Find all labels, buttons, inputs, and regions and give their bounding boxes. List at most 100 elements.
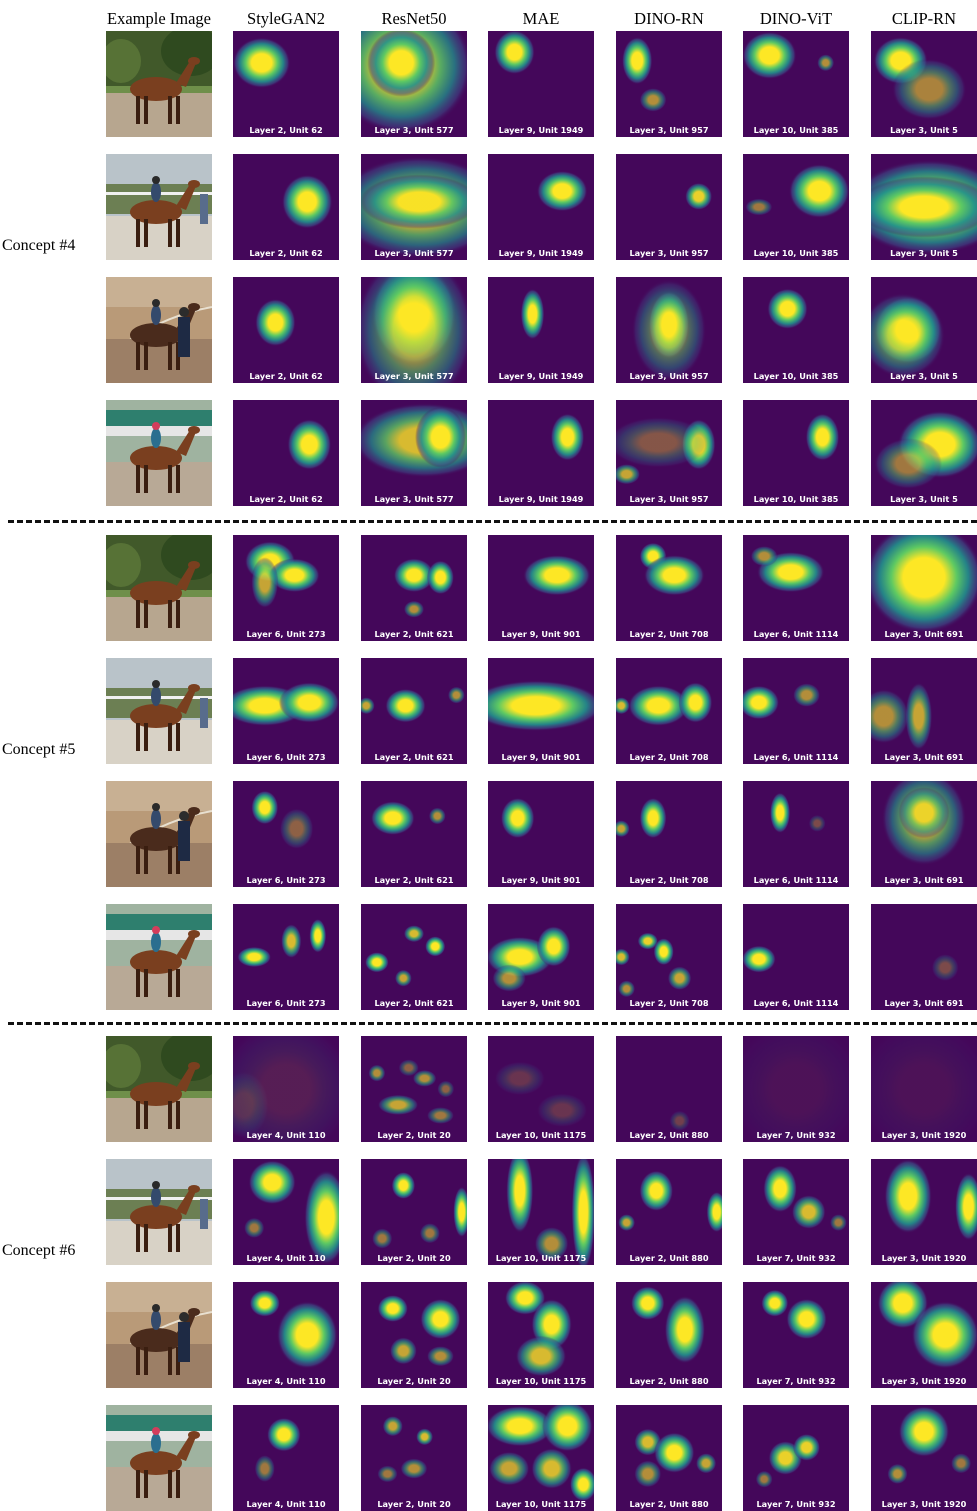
unit-caption: Layer 6, Unit 273 [233,998,339,1008]
heatmap-tile: Layer 3, Unit 691 [871,781,977,887]
heatmap-tile: Layer 6, Unit 1114 [743,781,849,887]
unit-caption: Layer 10, Unit 385 [743,371,849,381]
heatmap-tile: Layer 3, Unit 577 [361,154,467,260]
concept-label: Concept #4 [2,237,102,255]
unit-caption: Layer 2, Unit 621 [361,998,467,1008]
heatmap-tile: Layer 10, Unit 385 [743,277,849,383]
unit-caption: Layer 3, Unit 577 [361,371,467,381]
horse-standing-photo [106,535,212,641]
heatmap-tile: Layer 3, Unit 5 [871,154,977,260]
model-header-dino-rn: DINO-RN [604,9,734,29]
heatmap-tile: Layer 9, Unit 1949 [488,154,594,260]
heatmap-tile: Layer 9, Unit 901 [488,904,594,1010]
unit-caption: Layer 10, Unit 385 [743,248,849,258]
heatmap-tile: Layer 2, Unit 708 [616,904,722,1010]
heatmap-tile: Layer 2, Unit 20 [361,1159,467,1265]
unit-caption: Layer 9, Unit 1949 [488,125,594,135]
unit-caption: Layer 6, Unit 1114 [743,875,849,885]
heatmap-tile: Layer 2, Unit 880 [616,1282,722,1388]
unit-caption: Layer 7, Unit 932 [743,1499,849,1509]
unit-caption: Layer 3, Unit 5 [871,371,977,381]
heatmap-tile: Layer 6, Unit 1114 [743,658,849,764]
unit-caption: Layer 9, Unit 901 [488,875,594,885]
unit-caption: Layer 3, Unit 5 [871,248,977,258]
unit-caption: Layer 9, Unit 1949 [488,248,594,258]
unit-caption: Layer 4, Unit 110 [233,1376,339,1386]
unit-caption: Layer 7, Unit 932 [743,1130,849,1140]
heatmap-tile: Layer 9, Unit 1949 [488,277,594,383]
heatmap-tile: Layer 3, Unit 691 [871,535,977,641]
heatmap-tile: Layer 10, Unit 1175 [488,1159,594,1265]
unit-caption: Layer 9, Unit 901 [488,998,594,1008]
heatmap-tile: Layer 4, Unit 110 [233,1036,339,1142]
heatmap-tile: Layer 10, Unit 385 [743,154,849,260]
heatmap-tile: Layer 4, Unit 110 [233,1159,339,1265]
concept-label: Concept #6 [2,1242,102,1260]
heatmap-tile: Layer 6, Unit 273 [233,535,339,641]
heatmap-tile: Layer 2, Unit 20 [361,1036,467,1142]
unit-caption: Layer 2, Unit 20 [361,1253,467,1263]
unit-caption: Layer 2, Unit 880 [616,1130,722,1140]
heatmap-tile: Layer 9, Unit 901 [488,535,594,641]
horse-standing-photo [106,31,212,137]
horse-handler-track-photo [106,781,212,887]
horse-handler-track-photo [106,1282,212,1388]
heatmap-tile: Layer 3, Unit 577 [361,400,467,506]
unit-caption: Layer 3, Unit 577 [361,248,467,258]
unit-caption: Layer 2, Unit 621 [361,875,467,885]
heatmap-tile: Layer 2, Unit 708 [616,658,722,764]
unit-caption: Layer 10, Unit 1175 [488,1499,594,1509]
heatmap-tile: Layer 10, Unit 1175 [488,1282,594,1388]
unit-caption: Layer 2, Unit 708 [616,752,722,762]
heatmap-tile: Layer 3, Unit 957 [616,400,722,506]
heatmap-tile: Layer 2, Unit 880 [616,1159,722,1265]
heatmap-tile: Layer 6, Unit 273 [233,781,339,887]
heatmap-tile: Layer 2, Unit 20 [361,1282,467,1388]
unit-caption: Layer 2, Unit 708 [616,998,722,1008]
unit-caption: Layer 3, Unit 691 [871,998,977,1008]
heatmap-tile: Layer 6, Unit 1114 [743,535,849,641]
unit-caption: Layer 3, Unit 577 [361,125,467,135]
horse-rider-walking-photo [106,154,212,260]
heatmap-tile: Layer 10, Unit 385 [743,31,849,137]
unit-caption: Layer 3, Unit 957 [616,371,722,381]
heatmap-tile: Layer 3, Unit 1920 [871,1282,977,1388]
heatmap-tile: Layer 6, Unit 1114 [743,904,849,1010]
heatmap-tile: Layer 4, Unit 110 [233,1282,339,1388]
heatmap-tile: Layer 6, Unit 273 [233,904,339,1010]
heatmap-tile: Layer 9, Unit 1949 [488,31,594,137]
unit-caption: Layer 3, Unit 1920 [871,1130,977,1140]
heatmap-tile: Layer 3, Unit 577 [361,277,467,383]
model-header-clip-rn: CLIP-RN [859,9,977,29]
unit-caption: Layer 9, Unit 1949 [488,371,594,381]
unit-caption: Layer 3, Unit 957 [616,125,722,135]
heatmap-tile: Layer 9, Unit 901 [488,658,594,764]
concept-divider [8,520,977,523]
racehorse-jockey-photo [106,1405,212,1511]
unit-caption: Layer 4, Unit 110 [233,1253,339,1263]
heatmap-tile: Layer 7, Unit 932 [743,1036,849,1142]
unit-caption: Layer 2, Unit 62 [233,371,339,381]
unit-caption: Layer 6, Unit 273 [233,752,339,762]
model-header-resnet50: ResNet50 [349,9,479,29]
heatmap-tile: Layer 3, Unit 5 [871,31,977,137]
unit-caption: Layer 3, Unit 957 [616,248,722,258]
unit-caption: Layer 2, Unit 62 [233,125,339,135]
heatmap-tile: Layer 2, Unit 880 [616,1405,722,1511]
unit-caption: Layer 2, Unit 880 [616,1253,722,1263]
unit-caption: Layer 10, Unit 385 [743,494,849,504]
heatmap-tile: Layer 2, Unit 880 [616,1036,722,1142]
heatmap-tile: Layer 7, Unit 932 [743,1159,849,1265]
heatmap-tile: Layer 6, Unit 273 [233,658,339,764]
heatmap-tile: Layer 9, Unit 901 [488,781,594,887]
unit-caption: Layer 3, Unit 691 [871,875,977,885]
heatmap-tile: Layer 3, Unit 1920 [871,1159,977,1265]
heatmap-tile: Layer 2, Unit 20 [361,1405,467,1511]
heatmap-tile: Layer 3, Unit 5 [871,400,977,506]
model-header-mae: MAE [476,9,606,29]
heatmap-tile: Layer 2, Unit 621 [361,535,467,641]
heatmap-tile: Layer 3, Unit 957 [616,154,722,260]
unit-caption: Layer 3, Unit 691 [871,752,977,762]
unit-caption: Layer 3, Unit 5 [871,125,977,135]
